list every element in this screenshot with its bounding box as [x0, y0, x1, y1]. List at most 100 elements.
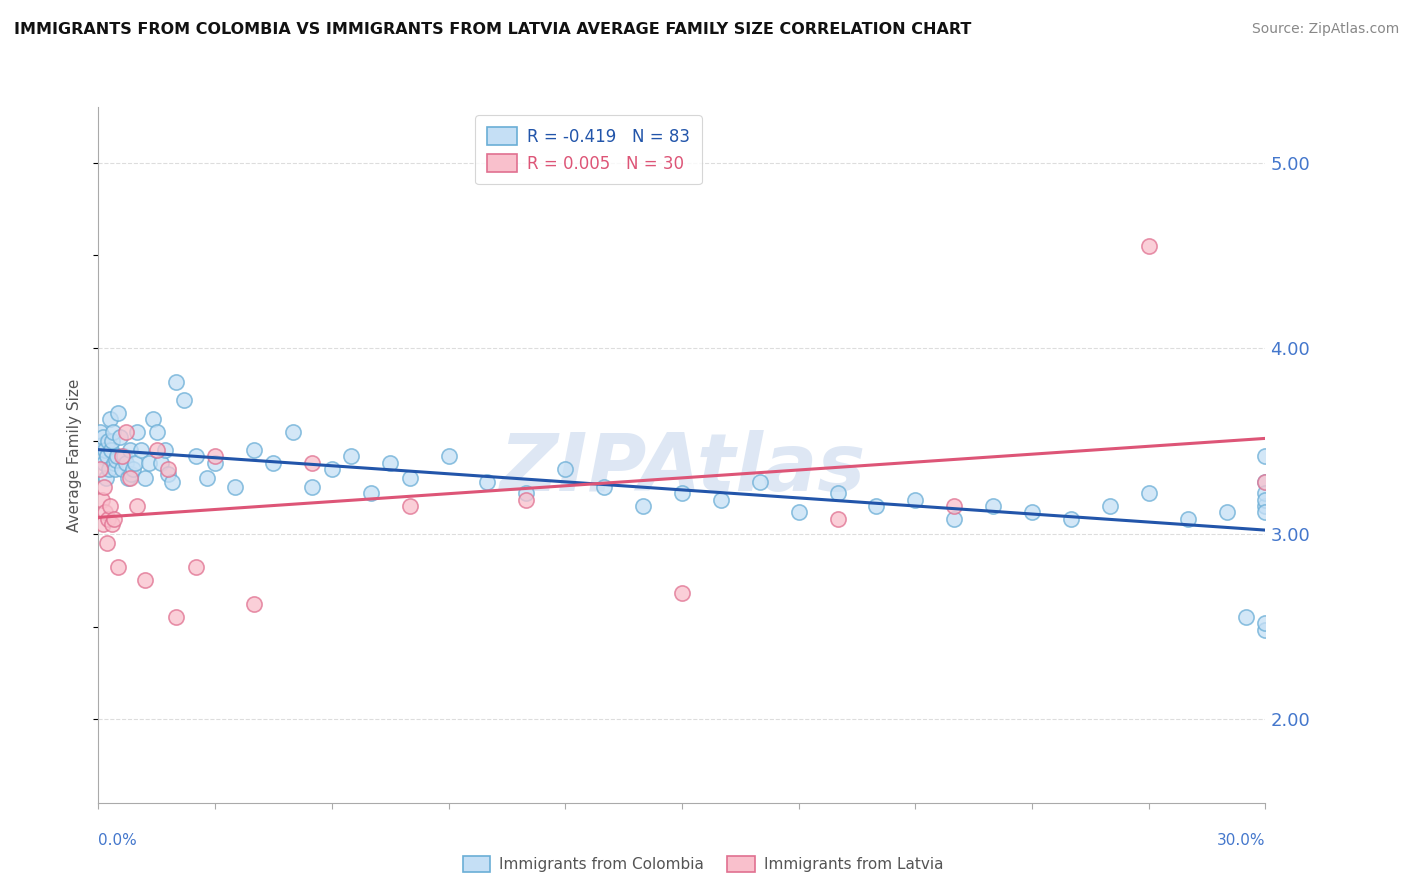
- Point: [90, 438, 112, 452]
- Point: [243, 597, 266, 611]
- Point: [165, 610, 187, 624]
- Point: [1254, 475, 1277, 489]
- Legend: R = -0.419   N = 83, R = 0.005   N = 30: R = -0.419 N = 83, R = 0.005 N = 30: [475, 115, 702, 185]
- Point: [89, 425, 111, 439]
- Point: [1177, 512, 1199, 526]
- Point: [157, 462, 180, 476]
- Point: [1254, 493, 1277, 508]
- Point: [1254, 499, 1277, 513]
- Point: [118, 471, 141, 485]
- Point: [165, 375, 187, 389]
- Point: [96, 449, 118, 463]
- Point: [162, 475, 184, 489]
- Point: [262, 456, 284, 470]
- Point: [101, 517, 124, 532]
- Point: [865, 499, 887, 513]
- Point: [96, 471, 118, 485]
- Point: [243, 443, 266, 458]
- Point: [98, 462, 121, 476]
- Point: [748, 475, 770, 489]
- Point: [111, 462, 134, 476]
- Point: [118, 443, 141, 458]
- Point: [91, 517, 114, 532]
- Point: [134, 573, 156, 587]
- Point: [671, 486, 693, 500]
- Point: [301, 456, 323, 470]
- Point: [91, 449, 114, 463]
- Point: [104, 462, 127, 476]
- Point: [204, 449, 226, 463]
- Point: [360, 486, 382, 500]
- Point: [127, 425, 149, 439]
- Point: [1254, 624, 1277, 638]
- Point: [157, 467, 180, 482]
- Point: [103, 512, 125, 526]
- Point: [437, 449, 460, 463]
- Point: [195, 471, 218, 485]
- Point: [340, 449, 363, 463]
- Point: [114, 456, 136, 470]
- Point: [94, 443, 117, 458]
- Point: [1254, 475, 1277, 489]
- Point: [1137, 239, 1160, 253]
- Point: [98, 499, 121, 513]
- Point: [204, 456, 226, 470]
- Legend: Immigrants from Colombia, Immigrants from Latvia: Immigrants from Colombia, Immigrants fro…: [456, 848, 950, 880]
- Point: [100, 443, 122, 458]
- Point: [124, 456, 146, 470]
- Point: [114, 425, 136, 439]
- Point: [398, 499, 420, 513]
- Point: [97, 434, 120, 448]
- Point: [1254, 504, 1277, 518]
- Text: IMMIGRANTS FROM COLOMBIA VS IMMIGRANTS FROM LATVIA AVERAGE FAMILY SIZE CORRELATI: IMMIGRANTS FROM COLOMBIA VS IMMIGRANTS F…: [14, 22, 972, 37]
- Point: [787, 504, 810, 518]
- Point: [710, 493, 733, 508]
- Point: [105, 449, 128, 463]
- Point: [981, 499, 1004, 513]
- Point: [149, 456, 172, 470]
- Point: [90, 493, 112, 508]
- Point: [108, 430, 131, 444]
- Point: [153, 443, 176, 458]
- Point: [1098, 499, 1121, 513]
- Point: [142, 411, 165, 425]
- Point: [943, 512, 966, 526]
- Point: [129, 443, 152, 458]
- Point: [93, 480, 115, 494]
- Point: [301, 480, 323, 494]
- Point: [134, 471, 156, 485]
- Point: [1137, 486, 1160, 500]
- Point: [827, 486, 849, 500]
- Text: ZIPAtlas: ZIPAtlas: [499, 430, 865, 508]
- Point: [107, 560, 129, 574]
- Point: [146, 443, 169, 458]
- Point: [184, 449, 207, 463]
- Point: [91, 430, 114, 444]
- Point: [827, 512, 849, 526]
- Y-axis label: Average Family Size: Average Family Size: [67, 378, 83, 532]
- Point: [103, 456, 125, 470]
- Point: [173, 393, 195, 408]
- Point: [121, 467, 143, 482]
- Point: [904, 493, 927, 508]
- Text: 0.0%: 0.0%: [98, 833, 138, 848]
- Point: [184, 560, 207, 574]
- Point: [127, 499, 149, 513]
- Point: [107, 406, 129, 420]
- Point: [122, 462, 145, 476]
- Point: [631, 499, 654, 513]
- Point: [1254, 615, 1277, 630]
- Point: [94, 504, 117, 518]
- Point: [380, 456, 402, 470]
- Point: [554, 462, 576, 476]
- Point: [515, 493, 537, 508]
- Point: [93, 456, 115, 470]
- Point: [89, 462, 111, 476]
- Point: [96, 536, 118, 550]
- Point: [1234, 610, 1257, 624]
- Point: [1254, 486, 1277, 500]
- Text: 30.0%: 30.0%: [1218, 833, 1265, 848]
- Point: [98, 411, 121, 425]
- Point: [224, 480, 246, 494]
- Point: [671, 586, 693, 600]
